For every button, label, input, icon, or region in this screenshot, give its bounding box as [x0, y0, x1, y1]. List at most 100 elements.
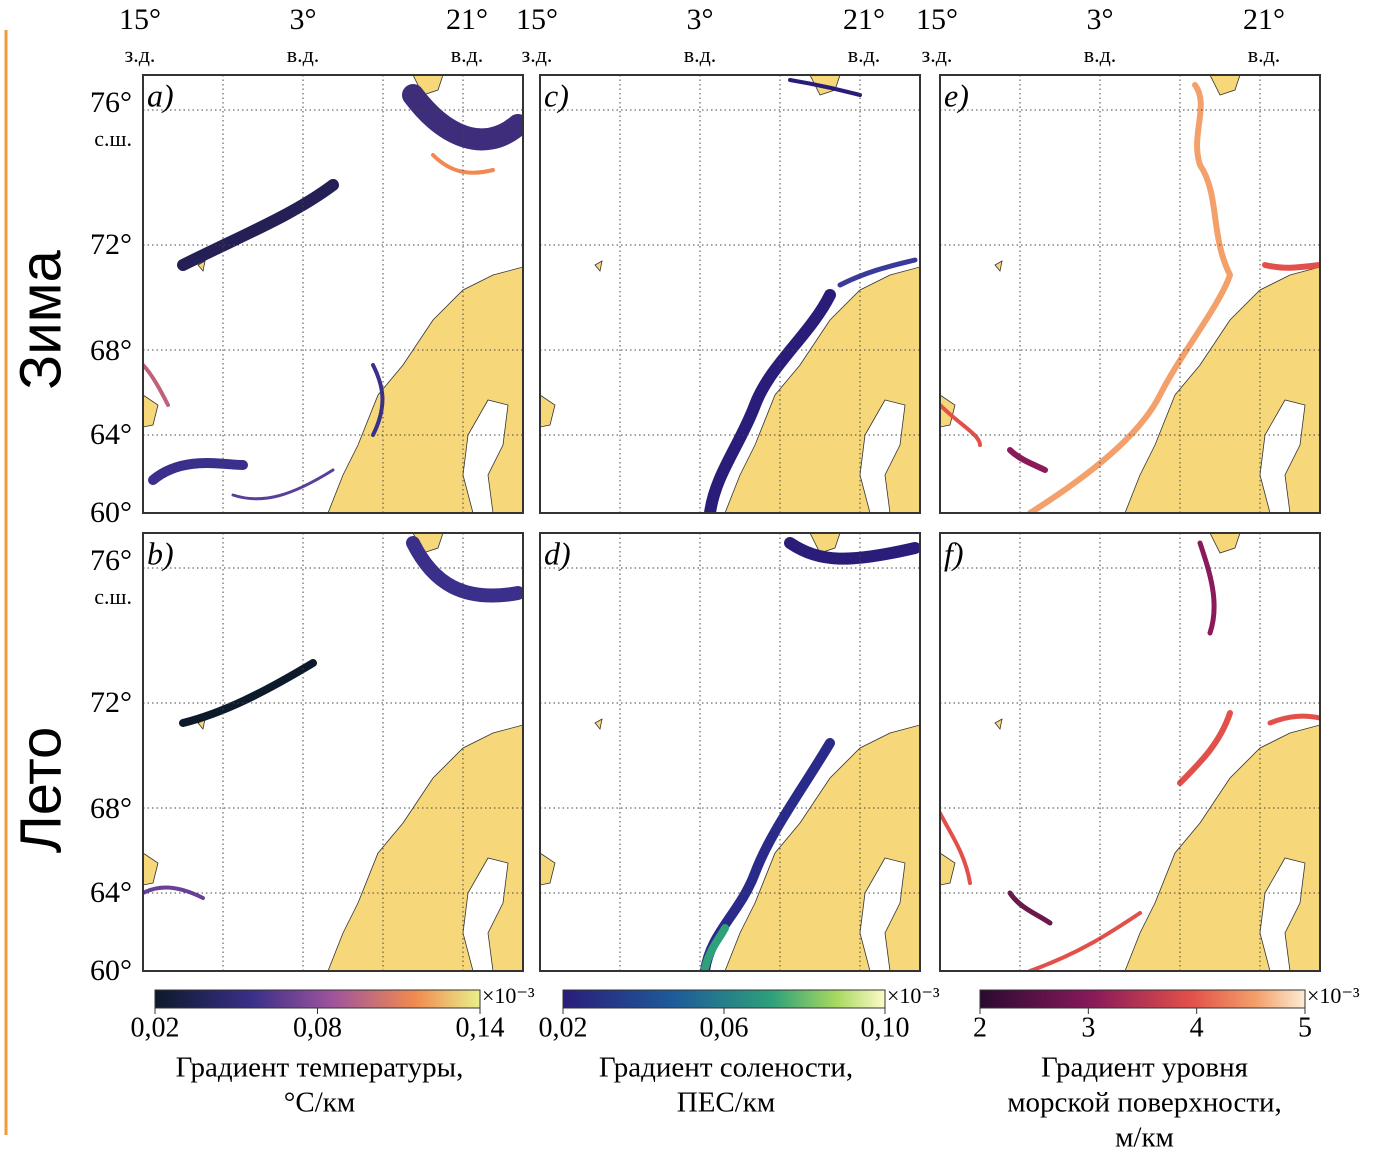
- colorbar-tick-label: 0,02: [131, 1012, 180, 1043]
- land: [540, 533, 920, 971]
- panel-label: c): [544, 77, 569, 113]
- panel-label: a): [147, 77, 174, 113]
- front: [371, 363, 385, 437]
- row-label: Лето: [8, 727, 73, 854]
- front: [1197, 540, 1217, 636]
- lon-tick-deg: 21°: [446, 3, 488, 36]
- colorbar: [979, 989, 1306, 1009]
- lat-tick: 60°: [90, 954, 132, 987]
- map-content: [143, 533, 523, 971]
- lon-tick-deg: 15°: [916, 3, 958, 36]
- map-content: [540, 75, 920, 513]
- colorbar-title: Градиент уровня: [1041, 1052, 1248, 1084]
- lon-tick-deg: 15°: [119, 3, 161, 36]
- colorbar-title: Градиент солености,: [599, 1052, 853, 1084]
- map-panel: c): [539, 74, 921, 514]
- lat-tick: 72°: [90, 228, 132, 261]
- lon-tick-deg: 21°: [843, 3, 885, 36]
- colorbar-tick-label: 0,14: [456, 1012, 505, 1043]
- lon-tick-hemi: в.д.: [287, 42, 320, 67]
- colorbar-tick-label: 3: [1081, 1012, 1095, 1043]
- front: [1007, 447, 1048, 473]
- lon-tick-hemi: з.д.: [125, 42, 156, 67]
- panel-label: e): [944, 77, 969, 113]
- colorbar-multiplier: ×10⁻³: [887, 983, 940, 1008]
- front: [704, 289, 836, 513]
- lon-tick-hemi: в.д.: [1248, 42, 1281, 67]
- front: [1267, 713, 1320, 726]
- map-panel: e): [939, 74, 1321, 514]
- panel-label: d): [544, 535, 571, 571]
- panel-frame: [142, 532, 524, 972]
- row-label: Зима: [8, 249, 73, 389]
- colorbar-title: ПЕС/км: [677, 1087, 776, 1119]
- colorbar-title: Градиент температуры,: [176, 1052, 464, 1084]
- colorbar-tick-label: 0,06: [700, 1012, 749, 1043]
- front: [406, 536, 523, 603]
- colorbar-title: °C/км: [284, 1087, 355, 1119]
- lat-hemi: с.ш.: [94, 126, 132, 151]
- colorbar-tick-label: 2: [973, 1012, 987, 1043]
- map-panel: b): [142, 532, 524, 972]
- lon-tick-hemi: в.д.: [848, 42, 881, 67]
- lat-tick: 68°: [90, 792, 132, 825]
- lat-hemi: с.ш.: [94, 584, 132, 609]
- colorbar-tick-label: 0,02: [539, 1012, 588, 1043]
- lat-tick: 76°: [90, 544, 132, 577]
- front: [179, 659, 317, 727]
- front: [431, 153, 495, 175]
- lon-tick-hemi: в.д.: [451, 42, 484, 67]
- lat-tick: 68°: [90, 334, 132, 367]
- front: [402, 84, 523, 151]
- lat-tick: 64°: [90, 418, 132, 451]
- front: [1027, 82, 1233, 513]
- land: [940, 75, 1320, 513]
- front: [788, 78, 862, 97]
- map-content: [940, 75, 1320, 513]
- colorbar-tick-label: 5: [1298, 1012, 1312, 1043]
- panel-frame: [142, 74, 524, 514]
- panel-frame: [939, 74, 1321, 514]
- lon-tick-deg: 3°: [1087, 3, 1114, 36]
- lat-tick: 64°: [90, 876, 132, 909]
- lat-tick: 76°: [90, 86, 132, 119]
- front: [940, 403, 982, 447]
- front: [837, 257, 918, 288]
- panel-frame: [539, 74, 921, 514]
- panel-frame: [939, 532, 1321, 972]
- map-content: [540, 533, 920, 971]
- lon-tick-hemi: з.д.: [922, 42, 953, 67]
- lon-tick-hemi: з.д.: [522, 42, 553, 67]
- front: [940, 811, 972, 885]
- colorbar-multiplier: ×10⁻³: [1307, 983, 1360, 1008]
- front: [1177, 710, 1233, 786]
- colorbar: [562, 989, 886, 1009]
- lat-tick: 72°: [90, 686, 132, 719]
- map-content: [940, 533, 1320, 971]
- lon-tick-hemi: в.д.: [1084, 42, 1117, 67]
- front: [1262, 262, 1320, 271]
- colorbar-tick-label: 0,08: [293, 1012, 342, 1043]
- map-content: [143, 75, 523, 513]
- lon-tick-deg: 15°: [516, 3, 558, 36]
- map-panel: a): [142, 74, 524, 514]
- front: [784, 537, 920, 565]
- colorbar-tick-label: 0,10: [861, 1012, 910, 1043]
- land: [940, 533, 1320, 971]
- colorbar-title: морской поверхности,: [1007, 1087, 1282, 1119]
- front: [148, 458, 248, 485]
- lon-tick-deg: 3°: [290, 3, 317, 36]
- front: [701, 924, 729, 971]
- panel-frame: [539, 532, 921, 972]
- front: [143, 885, 205, 900]
- front: [143, 363, 170, 407]
- panel-label: f): [944, 535, 964, 571]
- lat-tick: 60°: [90, 496, 132, 529]
- front: [177, 179, 339, 271]
- panel-label: b): [147, 535, 174, 571]
- front: [1028, 911, 1142, 971]
- colorbar-tick-label: 4: [1190, 1012, 1204, 1043]
- front: [1007, 890, 1053, 926]
- colorbar-multiplier: ×10⁻³: [482, 983, 535, 1008]
